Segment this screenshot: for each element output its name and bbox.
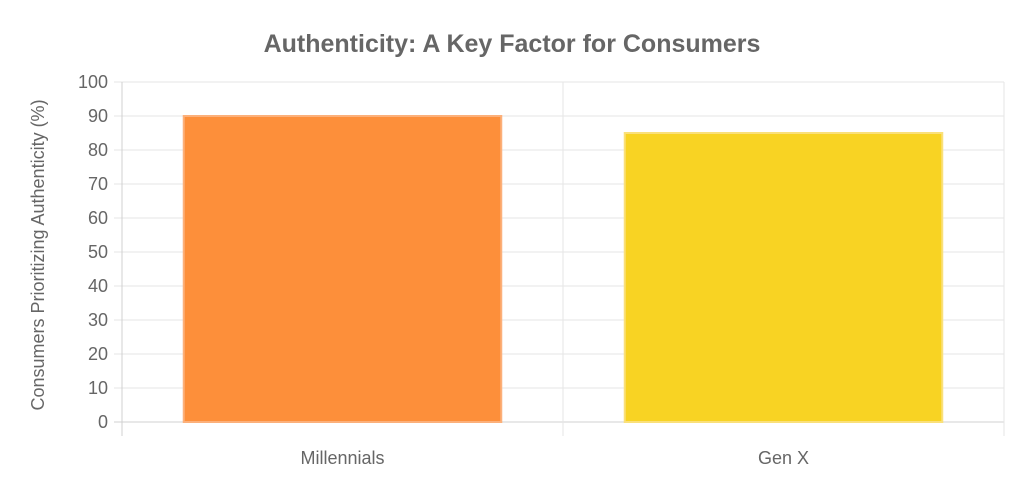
x-tick-label: Gen X	[758, 448, 809, 468]
y-tick-label: 0	[98, 412, 108, 432]
bars	[182, 115, 944, 423]
y-tick-label: 20	[88, 344, 108, 364]
chart-title: Authenticity: A Key Factor for Consumers	[264, 30, 761, 58]
x-axis-ticks: Millennials Gen X	[300, 448, 809, 468]
y-tick-label: 80	[88, 140, 108, 160]
y-tick-label: 30	[88, 310, 108, 330]
y-axis-label: Consumers Prioritizing Authenticity (%)	[28, 99, 48, 410]
y-tick-label: 10	[88, 378, 108, 398]
y-axis-ticks: 0 10 20 30 40 50 60 70 80 90 100	[78, 72, 108, 432]
y-tick-label: 70	[88, 174, 108, 194]
y-tick-label: 90	[88, 106, 108, 126]
y-tick-label: 100	[78, 72, 108, 92]
bar-millennials	[182, 115, 503, 423]
y-tick-label: 50	[88, 242, 108, 262]
x-tick-label: Millennials	[300, 448, 384, 468]
y-tick-label: 40	[88, 276, 108, 296]
bar-gen-x	[623, 132, 944, 423]
y-tick-label: 60	[88, 208, 108, 228]
